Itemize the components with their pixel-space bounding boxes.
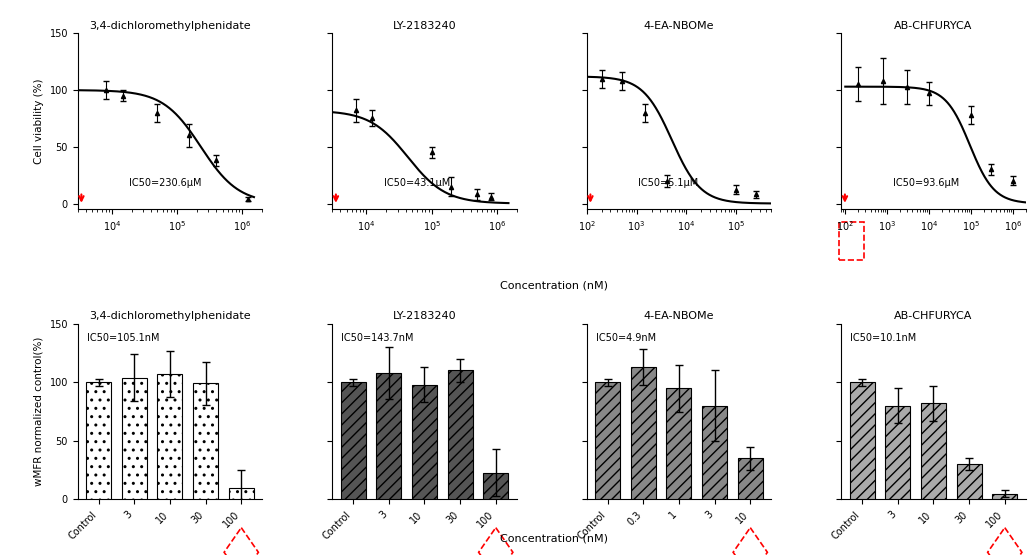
Bar xyxy=(886,406,911,500)
Title: 4-EA-NBOMe: 4-EA-NBOMe xyxy=(643,21,714,31)
Title: AB-CHFURYCA: AB-CHFURYCA xyxy=(894,311,973,321)
Bar xyxy=(412,385,437,500)
Bar xyxy=(595,382,621,500)
Bar xyxy=(86,382,111,500)
Y-axis label: wMFR normalized control(%): wMFR normalized control(%) xyxy=(34,337,44,486)
Text: IC50=10.1nM: IC50=10.1nM xyxy=(851,333,917,343)
Text: IC50=143.7nM: IC50=143.7nM xyxy=(342,333,414,343)
Bar xyxy=(376,373,401,500)
Y-axis label: Cell viability (%): Cell viability (%) xyxy=(34,78,44,164)
Text: IC50=4.9nM: IC50=4.9nM xyxy=(596,333,656,343)
Bar xyxy=(229,488,254,500)
Text: IC50=43.1μM: IC50=43.1μM xyxy=(384,178,450,188)
Bar xyxy=(122,377,147,500)
Bar xyxy=(666,388,691,500)
Bar xyxy=(631,367,656,500)
Text: Concentration (nM): Concentration (nM) xyxy=(500,534,608,544)
Bar xyxy=(483,472,509,500)
Title: 4-EA-NBOMe: 4-EA-NBOMe xyxy=(643,311,714,321)
Bar xyxy=(157,374,182,500)
Bar xyxy=(341,382,366,500)
Bar xyxy=(992,493,1017,500)
Text: IC50=105.1nM: IC50=105.1nM xyxy=(87,333,160,343)
Text: IC50=5.1μM: IC50=5.1μM xyxy=(638,178,698,188)
Bar xyxy=(702,406,727,500)
Text: Concentration (nM): Concentration (nM) xyxy=(500,280,608,290)
Title: 3,4-dichloromethylphenidate: 3,4-dichloromethylphenidate xyxy=(89,21,251,31)
Title: 3,4-dichloromethylphenidate: 3,4-dichloromethylphenidate xyxy=(89,311,251,321)
Text: IC50=93.6μM: IC50=93.6μM xyxy=(893,178,959,188)
Title: LY-2183240: LY-2183240 xyxy=(393,311,456,321)
Bar xyxy=(193,384,218,500)
Bar xyxy=(738,458,762,500)
Bar xyxy=(956,465,981,500)
Title: AB-CHFURYCA: AB-CHFURYCA xyxy=(894,21,973,31)
Bar xyxy=(448,371,472,500)
Bar xyxy=(921,403,946,500)
Text: IC50=230.6μM: IC50=230.6μM xyxy=(130,178,202,188)
Title: LY-2183240: LY-2183240 xyxy=(393,21,456,31)
Bar xyxy=(850,382,874,500)
